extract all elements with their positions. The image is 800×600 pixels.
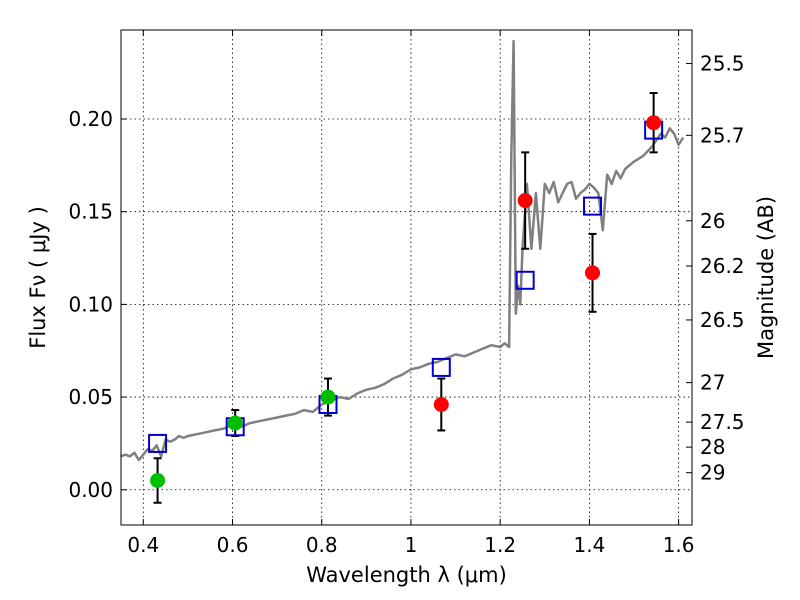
- magnitude-tick-label: 26.2: [700, 254, 745, 278]
- optical-data-point: [320, 389, 336, 405]
- optical-data-point: [150, 473, 166, 489]
- x-axis-label: Wavelength λ (μm): [306, 563, 507, 587]
- magnitude-tick-label: 27.5: [700, 410, 745, 434]
- x-tick-label: 0.8: [306, 533, 338, 557]
- y-tick-label: 0.20: [68, 107, 113, 131]
- model-photometry-square: [431, 357, 451, 377]
- nir-data-point: [646, 115, 662, 131]
- plot-frame: [120, 29, 693, 526]
- magnitude-tick-label: 28: [700, 435, 725, 459]
- magnitude-tick-label: 26: [700, 209, 725, 233]
- y-axis-label: Flux Fν ( μJy ): [26, 206, 50, 349]
- y-tick-label: 0.05: [68, 385, 113, 409]
- x-tick-label: 0.4: [127, 533, 159, 557]
- magnitude-tick-label: 25.5: [700, 52, 745, 76]
- nir-data-point: [517, 193, 533, 209]
- grid-lines: [121, 30, 692, 525]
- model-photometry-square: [148, 433, 168, 453]
- magnitude-axis-label: Magnitude (AB): [754, 196, 778, 359]
- nir-data-point: [433, 396, 449, 412]
- x-tick-label: 0.6: [217, 533, 249, 557]
- nir-data-point: [585, 265, 601, 281]
- magnitude-tick-label: 25.7: [700, 123, 745, 147]
- model-photometry-square: [515, 270, 535, 290]
- x-tick-label: 1.6: [663, 533, 695, 557]
- magnitude-tick-label: 27: [700, 371, 725, 395]
- plot-content: [121, 39, 685, 504]
- magnitude-tick-label: 26.5: [700, 308, 745, 332]
- x-tick-label: 1.4: [573, 533, 605, 557]
- x-tick-label: 1: [405, 533, 418, 557]
- y-tick-label: 0.15: [68, 200, 113, 224]
- y-tick-label: 0.00: [68, 478, 113, 502]
- model-photometry-square: [583, 196, 603, 216]
- optical-data-point: [227, 415, 243, 431]
- magnitude-tick-label: 29: [700, 461, 725, 485]
- model-sed-line: [121, 39, 685, 462]
- y-tick-label: 0.10: [68, 292, 113, 316]
- axis-ticks: 0.4 0.6 0.8 1 1.2 1.4 1.6 0.00 0.05 0.10 0.15 0.20 2…: [68, 30, 745, 557]
- x-tick-label: 1.2: [484, 533, 516, 557]
